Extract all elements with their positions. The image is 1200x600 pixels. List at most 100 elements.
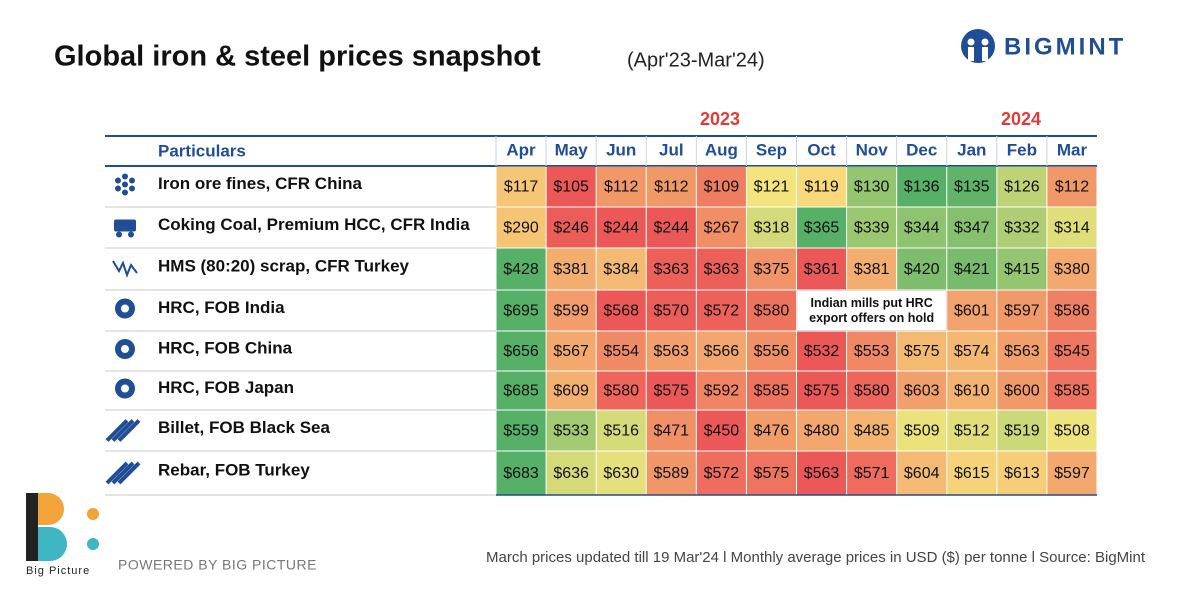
- row-label: Coking Coal, Premium HCC, CFR India: [158, 215, 470, 234]
- heat-cell: [746, 207, 796, 248]
- row-label: Rebar, FOB Turkey: [158, 460, 310, 479]
- icon-part: [121, 304, 129, 313]
- price-cell: $580: [603, 383, 639, 400]
- icon-part: [121, 384, 129, 393]
- price-cell: $344: [904, 220, 940, 237]
- heat-cell: [496, 248, 546, 290]
- heat-cell: [546, 248, 596, 290]
- price-cell: $332: [1004, 220, 1040, 237]
- price-cell: $563: [653, 343, 689, 360]
- brand-logo: BIGMINT: [961, 29, 1123, 63]
- price-cell: $571: [854, 465, 890, 482]
- row-label: HRC, FOB Japan: [158, 378, 294, 397]
- heat-cell: [696, 248, 746, 290]
- price-cell: $575: [754, 465, 790, 482]
- row-icon: [115, 339, 135, 359]
- title: Global iron & steel prices snapshot: [54, 41, 541, 73]
- heat-cell: [696, 207, 746, 248]
- heat-cell: [1047, 248, 1097, 290]
- heat-cell: [546, 331, 596, 371]
- heat-cell: [997, 290, 1047, 331]
- heat-cell: [596, 371, 646, 410]
- price-cell: $480: [804, 423, 840, 440]
- icon-part: [111, 461, 135, 485]
- heat-cell: [947, 290, 997, 331]
- heat-cell: [897, 166, 947, 207]
- icon-part: [129, 177, 135, 184]
- heat-cell: [1047, 290, 1097, 331]
- heat-cell: [1047, 166, 1097, 207]
- row-label: HMS (80:20) scrap, CFR Turkey: [158, 256, 410, 275]
- heat-cell: [646, 451, 696, 495]
- price-cell: $509: [904, 423, 940, 440]
- price-cell: $683: [503, 465, 539, 482]
- price-cell: $516: [603, 423, 639, 440]
- row-icon: [105, 419, 141, 442]
- price-cell: $685: [503, 383, 539, 400]
- price-cell: $610: [954, 383, 990, 400]
- heat-cell: [897, 451, 947, 495]
- heat-cell: [496, 451, 546, 495]
- heat-cell: [496, 290, 546, 331]
- icon-part: [117, 419, 141, 442]
- price-cell: $636: [553, 465, 589, 482]
- price-cell: $574: [954, 343, 990, 360]
- price-cell: $532: [804, 343, 840, 360]
- heat-cell: [847, 410, 897, 451]
- heat-cell: [997, 248, 1047, 290]
- price-cell: $415: [1004, 261, 1040, 278]
- price-cell: $119: [804, 179, 839, 196]
- icon-part: [115, 177, 121, 184]
- price-cell: $575: [904, 343, 940, 360]
- subtitle: (Apr'23-Mar'24): [627, 49, 765, 71]
- heat-cell: [596, 166, 646, 207]
- heat-cell: [897, 331, 947, 371]
- heat-cell: [596, 410, 646, 451]
- price-cell: $545: [1054, 343, 1090, 360]
- heat-cell: [696, 166, 746, 207]
- heat-cell: [947, 371, 997, 410]
- price-cell: $604: [904, 465, 940, 482]
- icon-part: [122, 189, 128, 196]
- heat-cell: [746, 451, 796, 495]
- heat-cell: [496, 331, 546, 371]
- year-label: 2024: [1001, 109, 1041, 129]
- column-header: Apr: [506, 140, 536, 159]
- heat-cell: [897, 410, 947, 451]
- heat-cell: [847, 248, 897, 290]
- row-label: Iron ore fines, CFR China: [158, 174, 363, 193]
- price-cell: $384: [603, 261, 639, 278]
- row-icon: [105, 461, 141, 485]
- note: Indian mills put HRC export offers on ho…: [809, 295, 935, 325]
- heat-cell: [546, 371, 596, 410]
- price-cell: $570: [653, 303, 689, 320]
- price-cell: $290: [503, 220, 539, 237]
- price-cell: $609: [553, 383, 589, 400]
- heat-cell: [596, 451, 646, 495]
- heat-cell: [546, 290, 596, 331]
- icon-part: [117, 461, 141, 485]
- year-label: 2023: [700, 109, 740, 129]
- heat-cell: [997, 207, 1047, 248]
- icon-part: [128, 231, 134, 238]
- row-label: Billet, FOB Black Sea: [158, 418, 330, 437]
- price-cell: $136: [904, 179, 940, 196]
- heat-cell: [646, 410, 696, 451]
- heat-cell: [1047, 207, 1097, 248]
- row-icon: [112, 260, 138, 278]
- price-cell: $347: [954, 220, 990, 237]
- heat-cell: [696, 410, 746, 451]
- column-header: Aug: [705, 140, 738, 159]
- heat-cell: [797, 410, 847, 451]
- price-cell: $575: [653, 383, 689, 400]
- price-cell: $126: [1004, 179, 1040, 196]
- price-cell: $485: [854, 423, 890, 440]
- price-cell: $339: [854, 220, 890, 237]
- price-cell: $563: [1004, 343, 1040, 360]
- price-cell: $375: [754, 261, 790, 278]
- price-cell: $592: [704, 383, 740, 400]
- price-cell: $533: [553, 423, 589, 440]
- heat-cell: [696, 371, 746, 410]
- icon-part: [121, 345, 129, 353]
- row-icon: [115, 298, 135, 319]
